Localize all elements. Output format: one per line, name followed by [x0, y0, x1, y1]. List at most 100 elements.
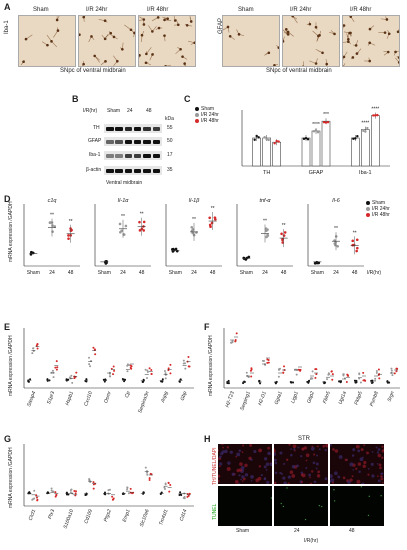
cell-body [267, 51, 271, 55]
f-point [259, 382, 262, 385]
e-point [55, 360, 58, 363]
d-category-label: 24 [120, 270, 126, 276]
f-point [264, 363, 267, 366]
f-gene-label: Psmb8 [369, 390, 380, 407]
fluor-cell [234, 480, 239, 484]
e-point [75, 371, 78, 374]
g-gene-label: Tm4sf1 [158, 508, 169, 526]
e-point [130, 367, 133, 370]
d-point [190, 226, 194, 229]
g-point [129, 487, 132, 490]
fluor-cell [240, 478, 242, 481]
micrograph-tile [222, 15, 280, 67]
cell-body [50, 40, 53, 43]
fluor-cell [377, 479, 381, 483]
th-tunel-dapi-tile [330, 444, 384, 484]
d-sig-star: ** [211, 206, 215, 212]
micrograph-tile [18, 15, 76, 67]
fluor-cell [324, 448, 327, 452]
fluor-cell [274, 471, 278, 475]
e-point [141, 380, 144, 383]
g-point [84, 494, 87, 497]
d-point [281, 241, 285, 244]
fluor-cell [244, 463, 248, 468]
fluor-cell [266, 480, 270, 484]
fluor-cell [363, 460, 367, 465]
cell-body [321, 51, 324, 55]
cell-body [397, 61, 399, 64]
g-point [108, 488, 111, 491]
c-bar [371, 115, 380, 167]
fluor-cell [263, 465, 267, 469]
blot-row [104, 137, 162, 146]
cell-body [386, 50, 390, 54]
g-point [163, 486, 166, 489]
fluor-cell [287, 475, 291, 479]
f-point [331, 378, 334, 381]
fluor-cell [274, 458, 277, 462]
g-point [188, 492, 191, 495]
g-point [121, 493, 124, 496]
blot-band [143, 140, 151, 144]
d-sig-star: ** [50, 213, 54, 219]
fluor-cell [288, 444, 291, 446]
fluor-cell [313, 453, 316, 456]
blot-band [152, 154, 160, 158]
fluor-cell [360, 448, 364, 452]
f-point [227, 382, 230, 385]
c-legend: Sham I/R 24hr I/R 48hr [195, 106, 219, 124]
fluor-cell [312, 461, 316, 465]
cell-body [302, 65, 305, 66]
micrograph-tile [342, 15, 400, 67]
e-point [54, 366, 57, 369]
e-point [89, 365, 92, 368]
f-point [327, 372, 330, 375]
h-group-48: 48 [349, 528, 355, 534]
fluor-cell [219, 462, 223, 466]
g-point [65, 493, 68, 496]
c-point [362, 129, 365, 132]
blot-band [106, 169, 114, 173]
fluor-cell [371, 450, 374, 453]
fluor-cell [303, 446, 308, 450]
fluor-cell [293, 448, 296, 451]
b-lane-48: 48 [146, 108, 152, 114]
d-category-label: 24 [191, 270, 197, 276]
f-point [234, 340, 237, 343]
fluor-cell [282, 476, 286, 480]
cell-body [156, 16, 160, 19]
fluor-cell [334, 471, 338, 476]
cell-body [397, 56, 399, 59]
fluor-cell [367, 467, 370, 470]
fluor-cell [297, 446, 300, 449]
d-point [283, 231, 287, 234]
f-point [315, 373, 318, 376]
d-category-label: 48 [210, 270, 216, 276]
fluor-cell [292, 444, 297, 449]
e-gene-label: Aspg [160, 390, 170, 404]
e-point [167, 367, 170, 370]
f-point [393, 372, 396, 375]
cell-body [115, 59, 119, 63]
c-point [257, 136, 260, 139]
blot-band [152, 127, 160, 131]
f-point [342, 373, 345, 376]
f-point [314, 368, 317, 371]
g-point [179, 491, 182, 494]
e-point [88, 356, 91, 359]
g-point [67, 493, 70, 496]
cell-body [291, 16, 294, 18]
fluor-cell [381, 445, 384, 448]
cell-body [140, 33, 144, 37]
c-point [372, 114, 375, 117]
b-kda-th: 55 [167, 125, 173, 131]
fluor-cell [359, 457, 364, 462]
cell-body [103, 19, 107, 22]
e-point [55, 368, 58, 371]
c-point [374, 114, 377, 117]
e-point [70, 374, 73, 377]
fluor-cell [258, 465, 262, 468]
cell-body [318, 33, 321, 37]
fluor-cell [309, 476, 311, 479]
e-point [130, 365, 133, 368]
